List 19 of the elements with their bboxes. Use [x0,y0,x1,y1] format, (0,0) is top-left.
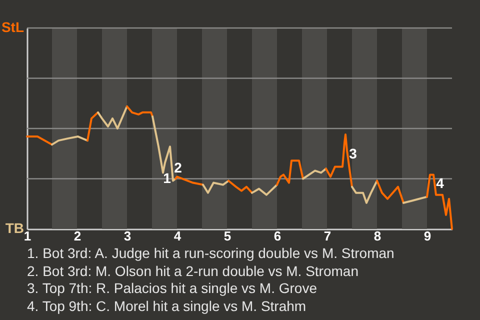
annotation: 4 [436,174,444,191]
x-tick-label: 5 [224,228,232,244]
x-tick-label: 7 [324,228,332,244]
x-tick-label: 9 [424,228,432,244]
annotation: 1 [163,170,172,186]
text: 1. Bot 3rd: A. Judge hit a run-scoring double vs M. Stroman [27,245,394,262]
x-tick-label: 3 [124,228,132,244]
x-tick-label: 4 [174,228,182,244]
x-tick-label: 6 [274,228,282,244]
x-tick-label: 2 [74,228,82,244]
x-tick-label: 1 [24,228,32,244]
text: TB [5,220,24,236]
text: 2. Bot 3rd: M. Olson hit a 2-run double vs M. Stroman [27,262,360,280]
annotation: 3 [349,146,358,162]
text: StL [1,19,24,35]
text: 3. Top 7th: R. Palacios hit a single vs M. Grove [27,280,318,298]
x-tick-label: 8 [374,228,382,244]
text: 4. Top 9th: C. Morel hit a single vs M. Strahm [27,298,308,315]
annotation: 2 [174,160,182,176]
